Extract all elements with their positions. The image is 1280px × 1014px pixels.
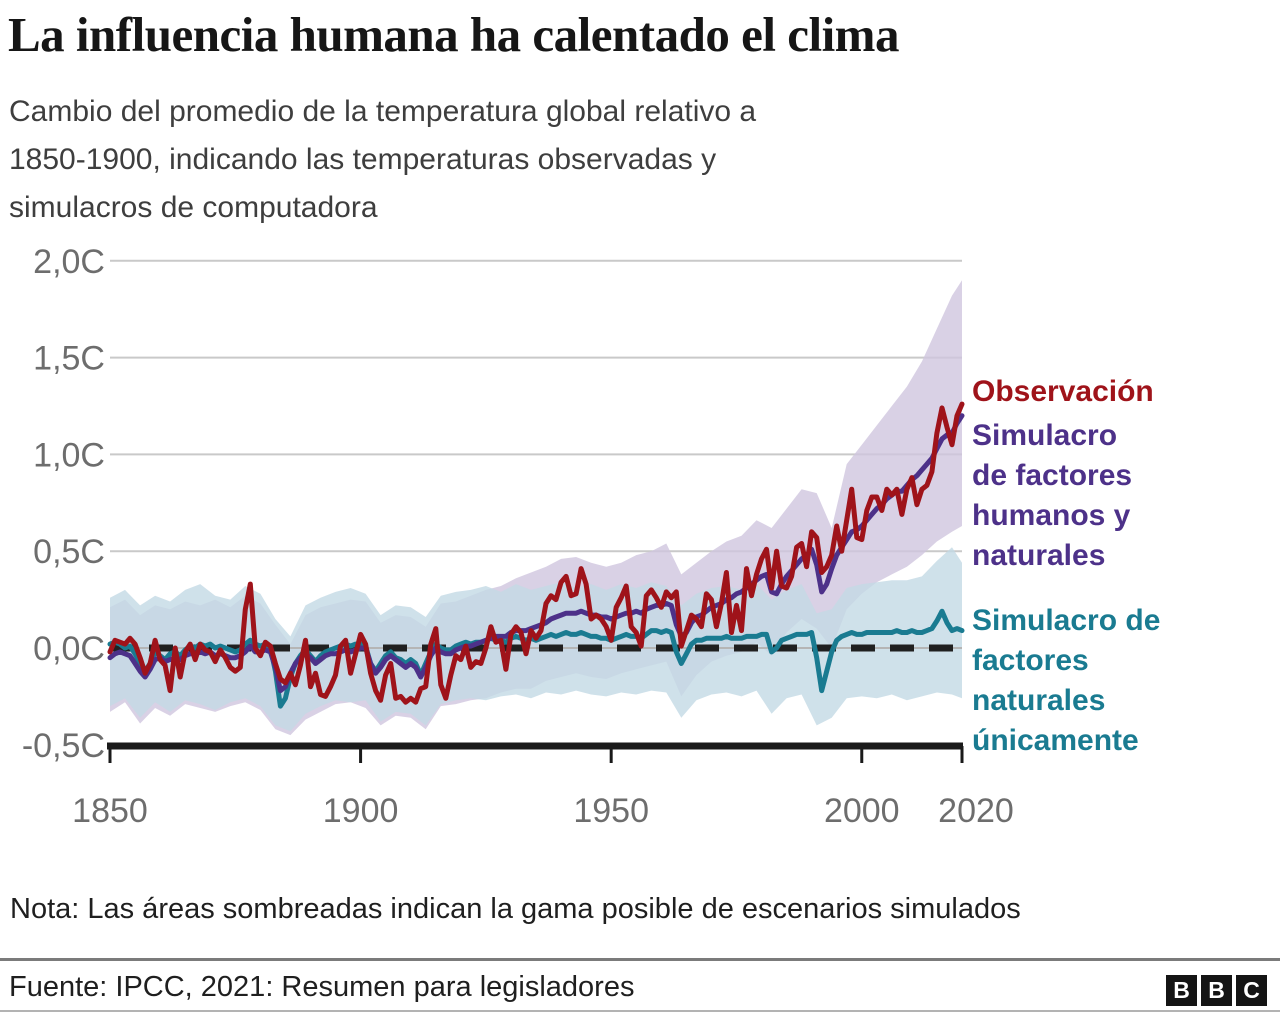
temperature-anomaly-chart: 1850 1900 1950 2000 2020 2,0C 1,5C 1,0C 0,5C 0,0C… (22, 243, 1014, 830)
bbc-logo-letter: B (1166, 975, 1197, 1006)
footer-divider (0, 958, 1280, 961)
chart-subtitle: Cambio del promedio de la temperatura gl… (9, 95, 757, 224)
source-credit: Fuente: IPCC, 2021: Resumen para legisla… (9, 971, 635, 1003)
legend-observed: Observación (972, 375, 1154, 408)
y-tick-label: 1,5C (33, 340, 105, 378)
x-tick-label: 1850 (72, 792, 148, 830)
y-tick-label: 1,0C (33, 436, 105, 474)
page-title: La influencia humana ha calentado el cli… (8, 7, 900, 62)
y-tick-label: 0,5C (33, 533, 105, 571)
bbc-logo-letter: B (1201, 975, 1232, 1006)
line-observed (107, 401, 965, 705)
y-tick-label: -0,5C (22, 727, 105, 765)
page-bottom-edge (0, 1010, 1280, 1012)
bbc-logo: B B C (1166, 975, 1267, 1006)
x-tick-label: 2000 (824, 792, 900, 830)
x-tick-label: 1950 (573, 792, 649, 830)
legend-human-natural-simulation: Simulacro de factores humanos y naturale… (972, 419, 1133, 572)
x-tick-label: 2020 (938, 792, 1014, 830)
y-tick-label: 0,0C (33, 630, 105, 668)
bbc-logo-letter: C (1236, 975, 1267, 1006)
y-tick-label: 2,0C (33, 243, 105, 281)
legend-natural-only-simulation: Simulacro de factores naturales únicamen… (972, 604, 1161, 757)
x-tick-label: 1900 (323, 792, 399, 830)
line-human_natural (107, 413, 965, 694)
chart-footnote: Nota: Las áreas sombreadas indican la ga… (10, 893, 1021, 925)
